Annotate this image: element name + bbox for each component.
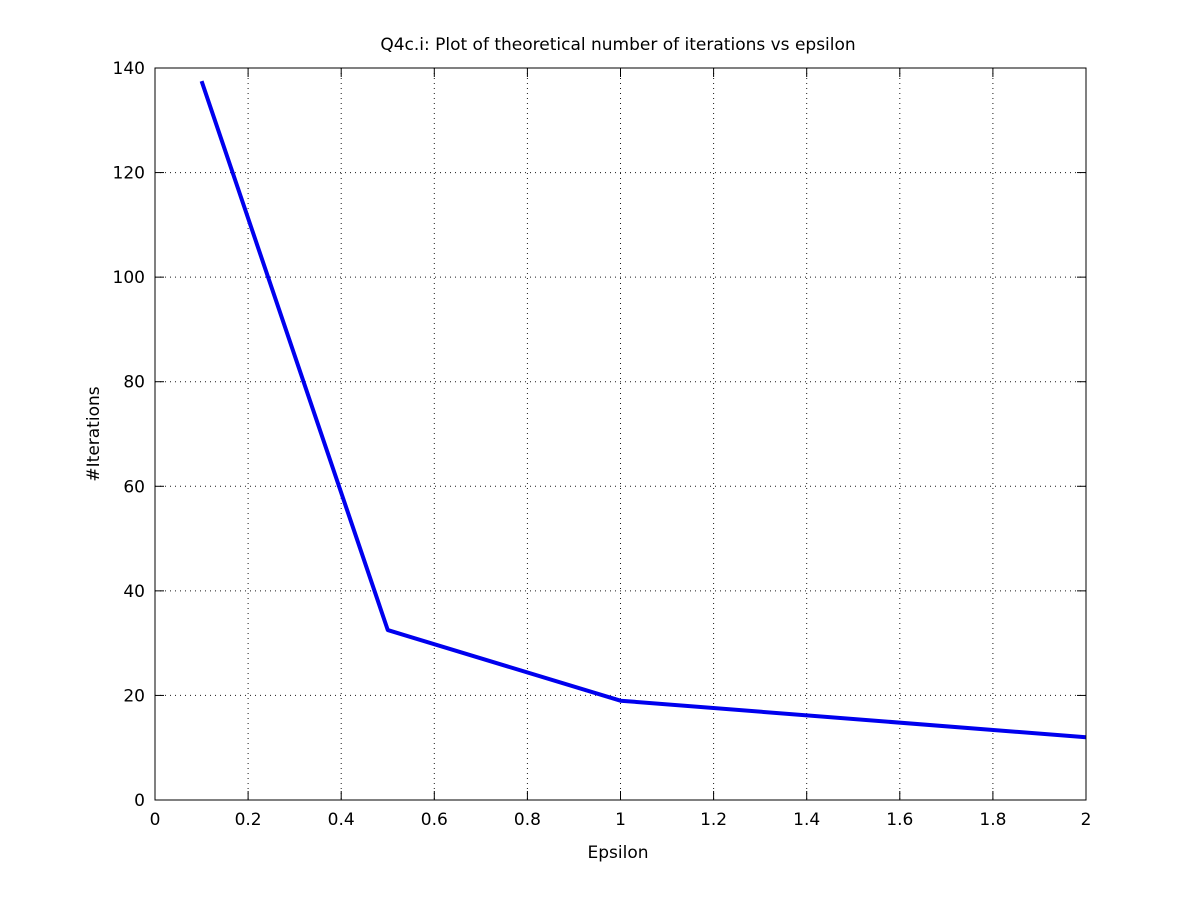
x-tick-label: 1.2 [700, 810, 727, 830]
x-tick-label: 1.6 [886, 810, 913, 830]
series-line [199, 80, 1087, 740]
y-tick-label: 120 [113, 164, 145, 184]
x-tick-label: 0.2 [235, 810, 262, 830]
x-axis-label: Epsilon [587, 843, 648, 863]
x-tick-label: 1 [615, 810, 626, 830]
x-tick-label: 0 [150, 810, 161, 830]
ticks [154, 67, 1087, 801]
x-tick-label: 1.8 [979, 810, 1006, 830]
x-tick-label: 1.4 [793, 810, 820, 830]
y-tick-label: 140 [113, 59, 145, 79]
grid [155, 68, 1086, 800]
chart-title: Q4c.i: Plot of theoretical number of ite… [380, 35, 855, 55]
y-tick-label: 0 [134, 791, 145, 811]
x-tick-label: 0.6 [421, 810, 448, 830]
y-tick-label: 20 [123, 686, 145, 706]
x-tick-label: 0.4 [328, 810, 355, 830]
y-tick-label: 100 [113, 268, 145, 288]
y-tick-label: 40 [123, 582, 145, 602]
y-tick-label: 80 [123, 373, 145, 393]
x-tick-labels: 0 0.2 0.4 0.6 0.8 1 1.2 1.4 1.6 1.8 2 [150, 810, 1092, 830]
x-tick-label: 2 [1081, 810, 1092, 830]
y-tick-label: 60 [123, 477, 145, 497]
y-tick-labels: 0 20 40 60 80 100 120 140 [113, 59, 145, 811]
x-tick-label: 0.8 [514, 810, 541, 830]
series-layer [199, 80, 1087, 740]
y-axis-label: #Iterations [84, 386, 104, 481]
